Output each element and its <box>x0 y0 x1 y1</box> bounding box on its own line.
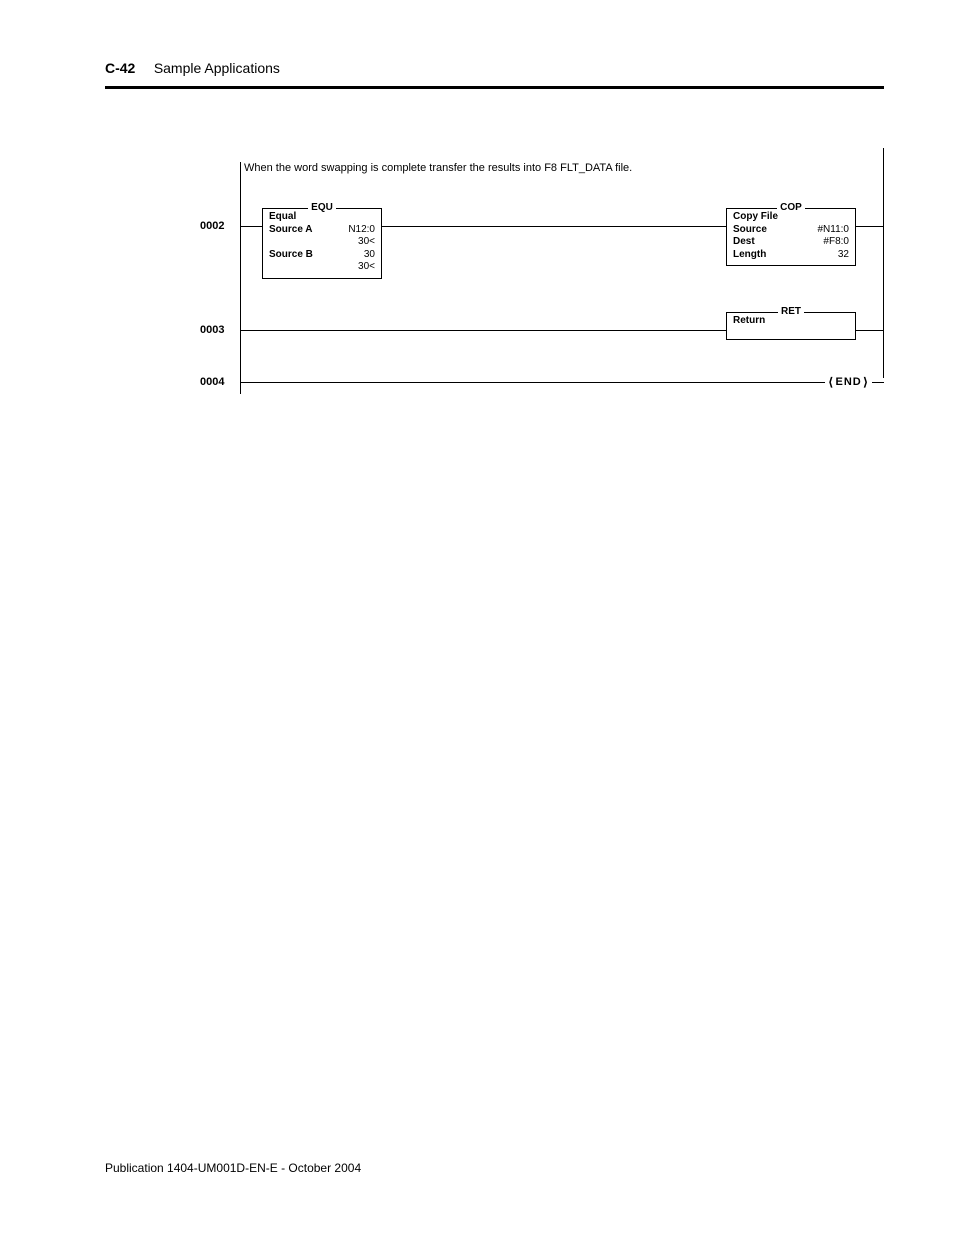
rung-comment: When the word swapping is complete trans… <box>244 162 884 174</box>
wire <box>240 382 884 383</box>
wire <box>382 226 726 227</box>
equ-srca-live: 30< <box>358 236 375 249</box>
equ-srcb-live: 30< <box>358 261 375 274</box>
rung-number: 0004 <box>200 376 224 388</box>
equ-srca-val: N12:0 <box>348 224 375 237</box>
equ-srca-label: Source A <box>269 224 313 237</box>
wire <box>856 226 884 227</box>
rung-number: 0003 <box>200 324 224 336</box>
cop-dest-label: Dest <box>733 236 755 249</box>
cop-dest-val: #F8:0 <box>823 236 849 249</box>
publication-footer: Publication 1404-UM001D-EN-E - October 2… <box>105 1161 361 1175</box>
cop-len-val: 32 <box>838 249 849 262</box>
wire <box>240 226 262 227</box>
end-marker: ⟨END⟩ <box>825 374 872 388</box>
page-header: C-42 Sample Applications <box>105 60 884 97</box>
rung-0002: 0002 EQU Equal Source A N12:0 30< Source… <box>240 180 884 300</box>
ret-instruction: RET Return <box>726 312 856 340</box>
equ-mnemonic: EQU <box>308 202 336 215</box>
rung-0003: 0003 RET Return <box>240 300 884 360</box>
rung-number: 0002 <box>200 220 224 232</box>
rung-0004: 0004 ⟨END⟩ <box>240 360 884 400</box>
end-text: END <box>836 376 862 388</box>
ret-mnemonic: RET <box>778 306 804 319</box>
cop-instruction: COP Copy File Source #N11:0 Dest #F8:0 L… <box>726 208 856 266</box>
cop-mnemonic: COP <box>777 202 805 215</box>
wire <box>856 330 884 331</box>
equ-instruction: EQU Equal Source A N12:0 30< Source B 30… <box>262 208 382 279</box>
cop-src-label: Source <box>733 224 767 237</box>
wire <box>240 330 726 331</box>
header-rule <box>105 86 884 89</box>
cop-len-label: Length <box>733 249 766 262</box>
cop-src-val: #N11:0 <box>817 224 849 237</box>
section-title: Sample Applications <box>154 60 280 76</box>
ladder-diagram: When the word swapping is complete trans… <box>240 162 884 400</box>
page-number: C-42 <box>105 60 135 76</box>
equ-srcb-val: 30 <box>364 249 375 262</box>
equ-srcb-label: Source B <box>269 249 313 262</box>
